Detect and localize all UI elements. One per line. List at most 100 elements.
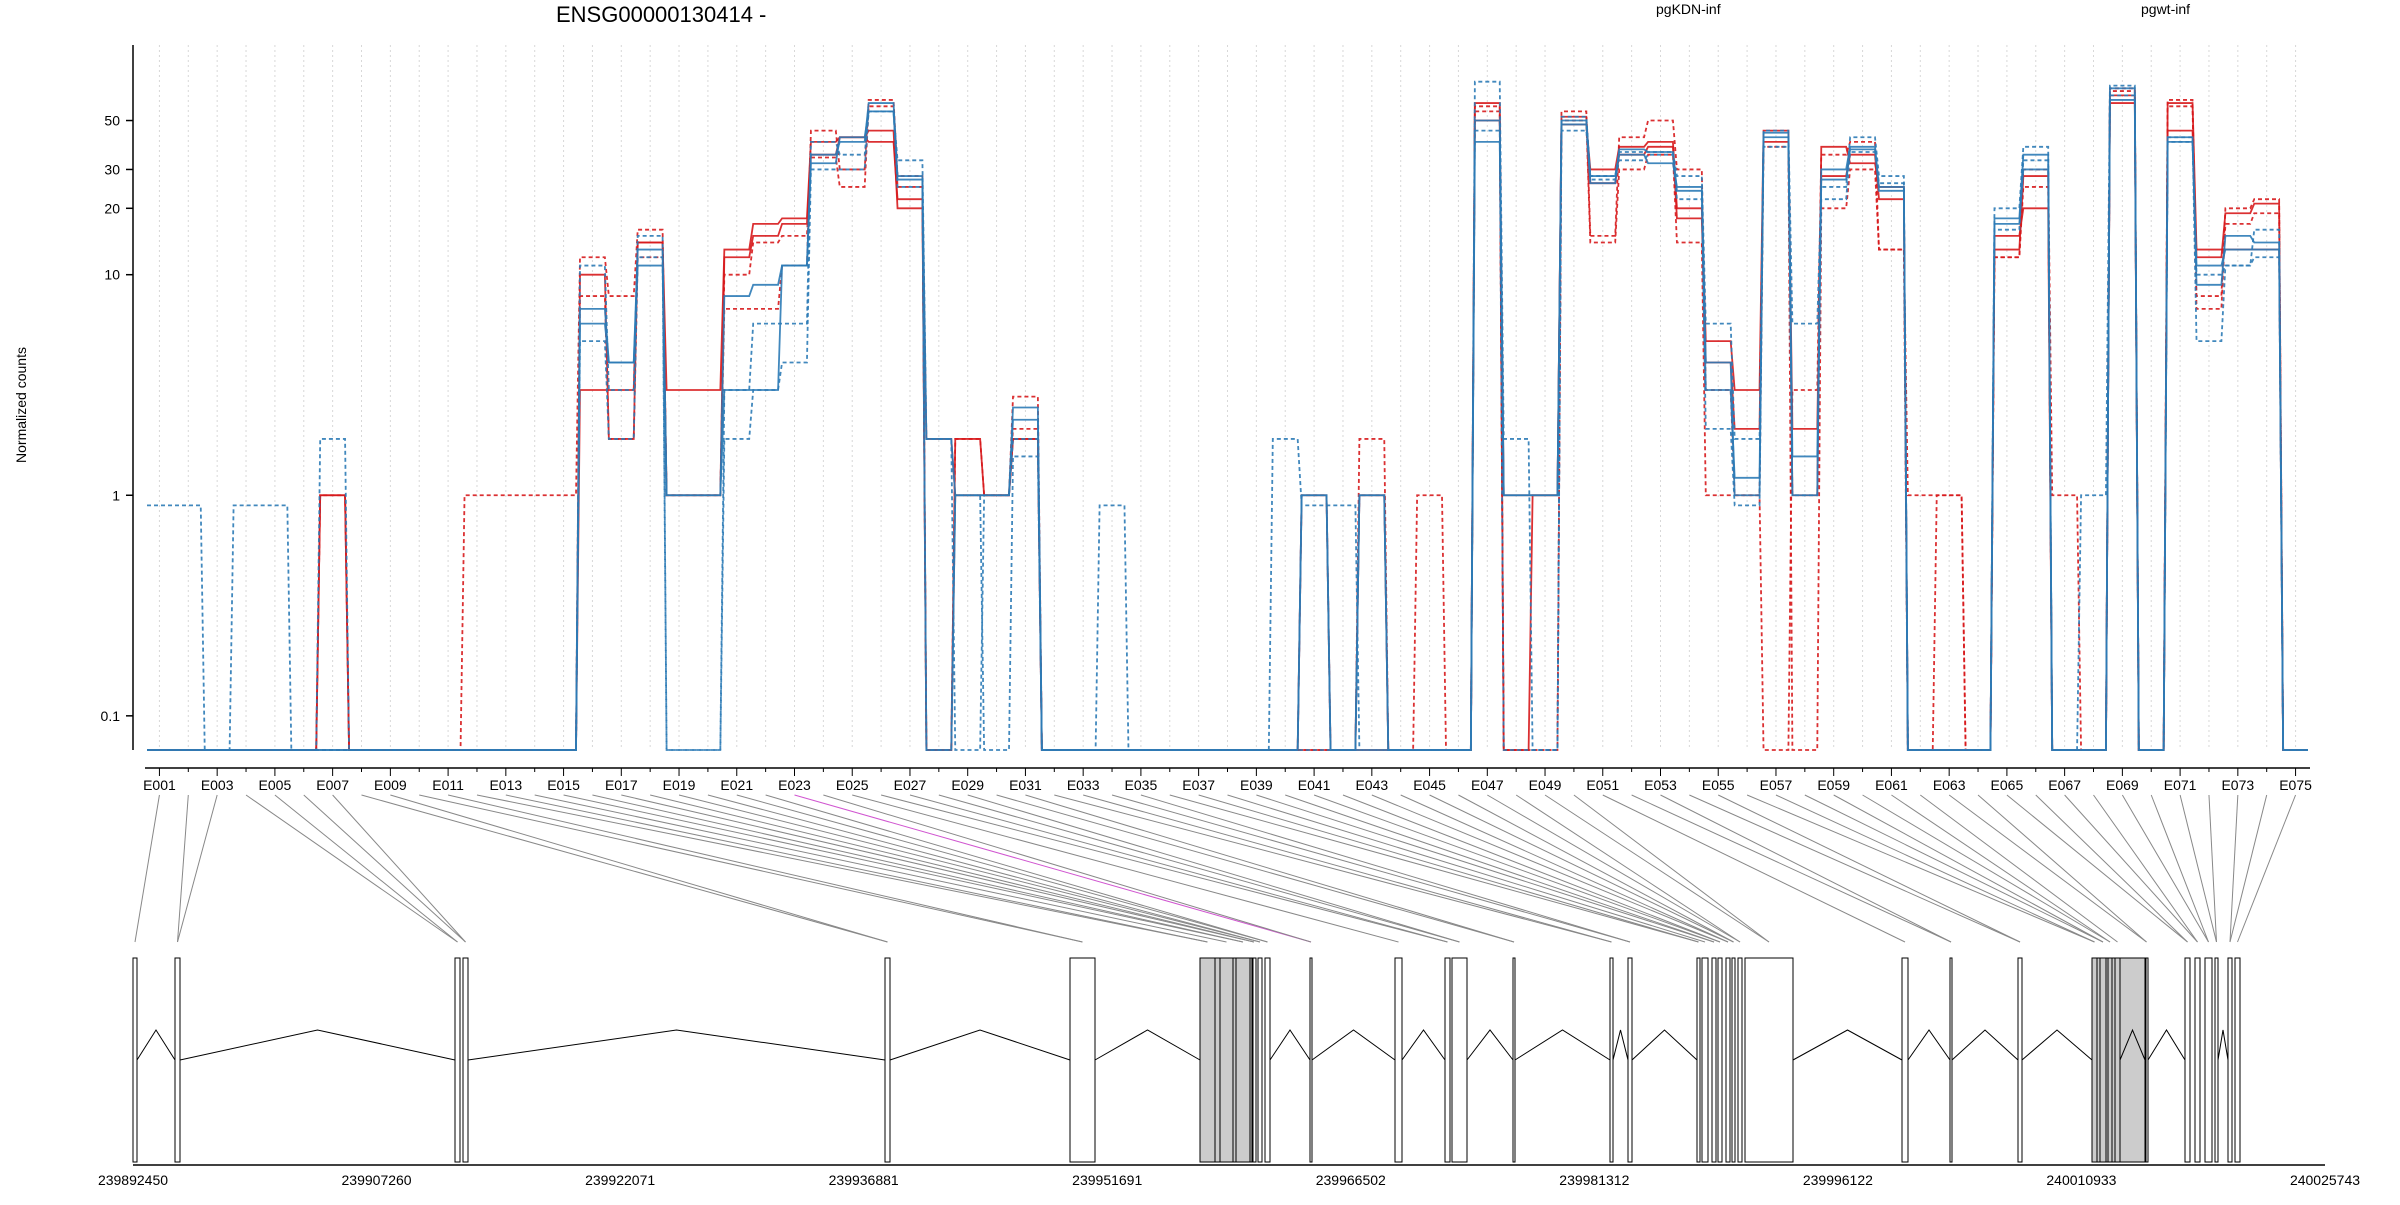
exon-connector bbox=[1371, 794, 1729, 943]
exon-connector bbox=[1054, 794, 1612, 943]
intron-line bbox=[1907, 1029, 1951, 1061]
exon-box bbox=[1309, 957, 1313, 1163]
x-tick-label: E067 bbox=[2048, 777, 2081, 793]
genome-coordinate-label: 239951691 bbox=[1072, 1172, 1142, 1188]
x-tick-label: E005 bbox=[259, 777, 292, 793]
x-tick-label: E065 bbox=[1991, 777, 2024, 793]
exon-connector bbox=[476, 794, 1208, 943]
exon-connector bbox=[2179, 794, 2217, 943]
exon-connector bbox=[505, 794, 1208, 943]
legend-item-pgwt: pgwt-inf bbox=[2141, 1, 2191, 17]
intron-line bbox=[467, 1029, 886, 1061]
intron-line bbox=[2217, 1029, 2229, 1061]
genome-coordinate-label: 239966502 bbox=[1316, 1172, 1386, 1188]
intron-line bbox=[179, 1029, 456, 1061]
exon-connector bbox=[303, 794, 466, 943]
x-tick-label: E021 bbox=[720, 777, 753, 793]
exon-box bbox=[1627, 957, 1633, 1163]
exon-box bbox=[462, 957, 469, 1163]
exon-connector bbox=[1544, 794, 1770, 943]
exon-connector bbox=[1515, 794, 1741, 943]
x-tick-label: E055 bbox=[1702, 777, 1735, 793]
exon-connector bbox=[736, 794, 1268, 943]
exon-box bbox=[2194, 957, 2201, 1163]
intron-line bbox=[2119, 1028, 2146, 1061]
exon-connector bbox=[2237, 794, 2297, 943]
exon-connector bbox=[447, 794, 1083, 943]
exon-box bbox=[1251, 957, 1257, 1163]
exon-box bbox=[132, 957, 138, 1163]
exon-connector bbox=[1429, 794, 1734, 943]
intron-line bbox=[1514, 1029, 1611, 1061]
exon-box bbox=[1949, 957, 1953, 1163]
exon-connector bbox=[650, 794, 1255, 943]
exon-connector bbox=[361, 794, 888, 943]
exon-connector bbox=[1458, 794, 1734, 943]
intron-line bbox=[1466, 1029, 1514, 1061]
x-tick-label: E029 bbox=[951, 777, 984, 793]
exon-connector bbox=[332, 794, 466, 943]
x-tick-label: E033 bbox=[1067, 777, 1100, 793]
exon-connector bbox=[2121, 794, 2209, 943]
x-tick-label: E001 bbox=[143, 777, 176, 793]
exon-connector bbox=[2150, 794, 2209, 943]
exon-box bbox=[1512, 957, 1516, 1163]
x-tick-label: E063 bbox=[1933, 777, 1966, 793]
y-tick-label: 20 bbox=[104, 200, 120, 216]
exon-box bbox=[174, 957, 181, 1163]
exon-box bbox=[2204, 957, 2213, 1163]
exon-connector bbox=[1140, 794, 1631, 943]
series-line-7 bbox=[147, 99, 2308, 751]
exon-connector bbox=[1083, 794, 1612, 943]
x-tick-label: E045 bbox=[1413, 777, 1446, 793]
exon-connector bbox=[707, 794, 1261, 943]
exon-connector bbox=[1285, 794, 1715, 943]
exon-box bbox=[2214, 957, 2219, 1163]
exon-box bbox=[2107, 957, 2113, 1163]
genome-coordinate-label: 240025743 bbox=[2290, 1172, 2360, 1188]
intron-line bbox=[1951, 1029, 2019, 1061]
exon-connector bbox=[823, 794, 1312, 943]
exon-connector bbox=[2035, 794, 2188, 943]
exon-connector bbox=[621, 794, 1255, 943]
exon-connector bbox=[1602, 794, 1906, 943]
exon-connector bbox=[1920, 794, 2118, 943]
x-tick-label: E037 bbox=[1182, 777, 1215, 793]
exon-box bbox=[884, 957, 891, 1163]
genome-coordinate-label: 239996122 bbox=[1803, 1172, 1873, 1188]
exon-connector bbox=[1689, 794, 2021, 943]
exon-connector bbox=[1746, 794, 2095, 943]
exon-box bbox=[1451, 957, 1468, 1163]
y-tick-label: 30 bbox=[104, 161, 120, 177]
exon-connector bbox=[1948, 794, 2147, 943]
intron-line bbox=[889, 1029, 1071, 1061]
x-tick-label: E053 bbox=[1644, 777, 1677, 793]
genome-coordinate-label: 240010933 bbox=[2046, 1172, 2116, 1188]
genome-coordinate-label: 239907260 bbox=[342, 1172, 412, 1188]
exon-connector bbox=[2229, 794, 2268, 943]
x-tick-label: E035 bbox=[1125, 777, 1158, 793]
exon-connector bbox=[1573, 794, 1770, 943]
exon-connector bbox=[938, 794, 1460, 943]
genome-coordinate-label: 239981312 bbox=[1559, 1172, 1629, 1188]
exon-box bbox=[1444, 957, 1451, 1163]
exon-connector bbox=[1660, 794, 1952, 943]
x-tick-label: E073 bbox=[2221, 777, 2254, 793]
exon-connector bbox=[880, 794, 1448, 943]
exon-box bbox=[2184, 957, 2191, 1163]
exon-connector bbox=[592, 794, 1244, 943]
x-tick-label: E007 bbox=[316, 777, 349, 793]
exon-connector bbox=[2093, 794, 2198, 943]
exon-connector bbox=[678, 794, 1261, 943]
exon-connector bbox=[563, 794, 1244, 943]
exon-box bbox=[1901, 957, 1909, 1163]
x-tick-label: E057 bbox=[1760, 777, 1793, 793]
exon-connector bbox=[1313, 794, 1721, 943]
x-tick-label: E041 bbox=[1298, 777, 1331, 793]
exon-connector bbox=[996, 794, 1515, 943]
exon-connector bbox=[2229, 794, 2239, 943]
exon-connector bbox=[794, 794, 1312, 943]
exon-box bbox=[1711, 957, 1717, 1163]
exon-box bbox=[2227, 957, 2233, 1163]
